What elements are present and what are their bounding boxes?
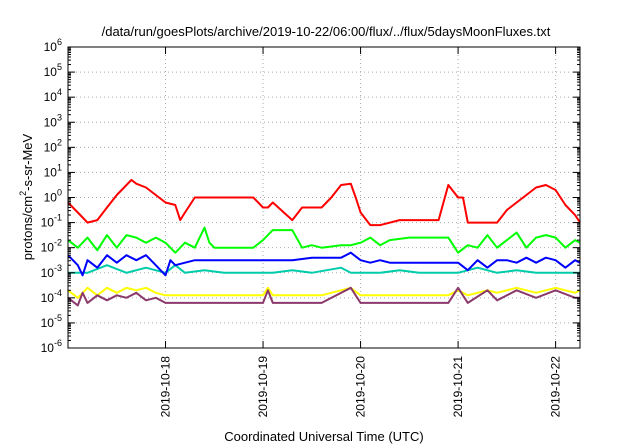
y-axis-title: protons/cm2-s-sr-MeV: [18, 133, 35, 260]
x-tick-label: 2019-10-19: [256, 356, 270, 418]
series-line-1: [67, 178, 581, 227]
y-ticks: 10-6 10-5 10-4 10-3 10-2 10-1 100 101 102 103 104 1…: [41, 37, 580, 355]
y-tick-label: 102: [44, 137, 62, 154]
series-line-4: [67, 251, 581, 277]
x-tick-label: 2019-10-18: [159, 356, 173, 418]
y-tick-label: 10-2: [41, 238, 62, 255]
y-tick-label: 10-4: [41, 288, 62, 305]
y-tick-label: 101: [44, 162, 62, 179]
y-tick-label: 106: [44, 37, 62, 54]
y-tick-label: 10-6: [41, 338, 62, 355]
x-tick-label: 2019-10-22: [549, 356, 563, 418]
series-line-5: [67, 286, 581, 299]
series-layer: [67, 178, 581, 307]
series-line-3: [68, 264, 580, 274]
y-tick-label: 10-1: [41, 213, 62, 230]
y-tick-label: 10-3: [41, 263, 62, 280]
x-axis-title: Coordinated Universal Time (UTC): [224, 429, 423, 444]
x-ticks: 2019-10-18 2019-10-19 2019-10-20 2019-10-21…: [159, 47, 563, 417]
y-axis-title-rest: -s-sr-MeV: [20, 133, 35, 190]
y-axis-title-sup: 2: [18, 191, 28, 196]
x-tick-label: 2019-10-21: [451, 356, 465, 418]
y-tick-label: 10-5: [41, 313, 62, 330]
series-line-6: [67, 286, 580, 307]
chart-title: /data/run/goesPlots/archive/2019-10-22/0…: [102, 24, 551, 39]
x-tick-label: 2019-10-20: [354, 356, 368, 418]
series-line-2: [67, 226, 581, 254]
y-tick-label: 105: [44, 62, 62, 79]
y-tick-label: 103: [44, 112, 62, 129]
y-tick-label: 100: [44, 188, 62, 205]
y-axis-title-base: protons/cm: [20, 196, 35, 260]
y-tick-label: 104: [44, 87, 62, 104]
grid: [68, 47, 580, 348]
